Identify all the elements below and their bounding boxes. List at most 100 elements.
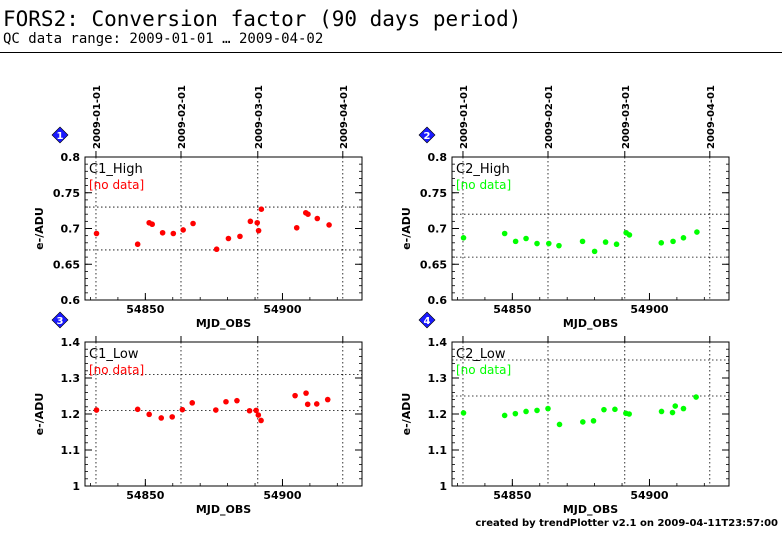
panel-title: C2_Low xyxy=(456,347,506,362)
no-data-note: [no data] xyxy=(456,363,511,377)
y-tick-label: 1.1 xyxy=(428,444,448,457)
no-data-note: [no data] xyxy=(89,178,144,192)
y-tick-label: 0.65 xyxy=(53,258,80,271)
data-point xyxy=(146,411,152,418)
data-point xyxy=(512,410,519,417)
y-axis-label: e-/ADU xyxy=(33,207,46,250)
y-axis-label: e-/ADU xyxy=(400,393,413,436)
data-point xyxy=(556,242,562,249)
data-point xyxy=(534,407,540,414)
x-axis-label: MJD_OBS xyxy=(196,503,251,516)
data-point xyxy=(255,412,262,418)
y-tick-label: 0.8 xyxy=(428,151,448,164)
date-tick-label: 2009-01-01 xyxy=(459,85,470,149)
data-point xyxy=(534,240,540,247)
data-point xyxy=(460,410,467,416)
data-point xyxy=(213,246,220,253)
data-point xyxy=(326,222,332,228)
data-point xyxy=(158,415,165,421)
panel-number-badge xyxy=(51,311,69,329)
y-tick-label: 1.4 xyxy=(61,336,81,349)
footer-credit: created by trendPlotter v2.1 on 2009-04-… xyxy=(475,518,778,529)
data-point xyxy=(246,407,253,414)
y-tick-label: 0.7 xyxy=(428,223,448,236)
data-point xyxy=(580,419,586,425)
y-tick-label: 1.2 xyxy=(428,408,448,421)
data-point xyxy=(93,230,100,237)
data-point xyxy=(324,396,331,403)
data-point xyxy=(170,230,177,237)
y-axis-label: e-/ADU xyxy=(400,207,413,250)
panel-number-label: 2 xyxy=(424,131,431,142)
y-tick-label: 1.3 xyxy=(61,372,81,385)
data-point xyxy=(255,227,262,234)
x-tick-label: 54900 xyxy=(630,303,669,316)
data-point xyxy=(658,408,665,415)
y-tick-label: 1.4 xyxy=(428,336,448,349)
data-point xyxy=(247,218,254,225)
data-point xyxy=(626,411,632,417)
data-point xyxy=(180,227,186,233)
date-tick-label: 2009-03-01 xyxy=(254,85,265,149)
data-point xyxy=(292,392,298,399)
panel-number-label: 1 xyxy=(57,131,64,142)
y-tick-label: 0.6 xyxy=(61,294,81,307)
data-point xyxy=(179,406,186,413)
date-tick-label: 2009-04-01 xyxy=(339,85,350,149)
x-tick-label: 54850 xyxy=(493,303,532,316)
x-tick-label: 54850 xyxy=(493,489,532,502)
data-point xyxy=(159,229,166,236)
x-axis-label: MJD_OBS xyxy=(563,317,618,330)
data-point xyxy=(694,229,700,235)
data-point xyxy=(314,215,321,222)
y-tick-label: 1.2 xyxy=(61,408,81,421)
data-point xyxy=(303,390,309,396)
x-tick-label: 54850 xyxy=(126,303,165,316)
data-point xyxy=(93,407,100,413)
data-point xyxy=(501,230,508,237)
date-tick-label: 2009-02-01 xyxy=(177,85,188,149)
y-tick-label: 1 xyxy=(72,480,80,493)
data-point xyxy=(223,398,229,405)
data-point xyxy=(669,409,676,416)
x-tick-label: 54900 xyxy=(263,303,302,316)
data-point xyxy=(237,233,243,240)
data-point xyxy=(149,221,155,228)
data-point xyxy=(523,235,529,242)
date-tick-label: 2009-04-01 xyxy=(706,85,717,149)
page-subtitle: QC data range: 2009-01-01 … 2009-04-02 xyxy=(3,31,324,47)
data-point xyxy=(556,421,563,428)
data-point xyxy=(602,239,609,245)
y-tick-label: 0.7 xyxy=(61,223,81,236)
data-point xyxy=(523,408,529,415)
no-data-note: [no data] xyxy=(89,363,144,377)
data-point xyxy=(134,406,141,413)
panel-number-badge xyxy=(51,126,69,144)
data-point xyxy=(680,234,687,241)
data-point xyxy=(672,403,679,409)
data-point xyxy=(225,235,232,242)
data-point xyxy=(545,405,551,412)
data-point xyxy=(613,241,620,248)
data-point xyxy=(601,406,607,413)
data-point xyxy=(189,400,196,406)
data-point xyxy=(591,248,598,255)
data-point xyxy=(579,238,586,245)
data-point xyxy=(254,219,261,226)
no-data-note: [no data] xyxy=(456,178,511,192)
data-point xyxy=(460,234,467,241)
date-tick-label: 2009-03-01 xyxy=(621,85,632,149)
y-tick-label: 1 xyxy=(439,480,447,493)
data-point xyxy=(612,406,618,413)
panel-number-label: 4 xyxy=(424,316,431,327)
data-point xyxy=(512,238,519,245)
data-point xyxy=(590,418,597,424)
x-tick-label: 54900 xyxy=(630,489,669,502)
data-point xyxy=(190,220,196,227)
y-tick-label: 0.6 xyxy=(428,294,448,307)
date-tick-label: 2009-01-01 xyxy=(92,85,103,149)
x-tick-label: 54850 xyxy=(126,489,165,502)
data-point xyxy=(693,394,699,400)
data-point xyxy=(313,401,320,407)
